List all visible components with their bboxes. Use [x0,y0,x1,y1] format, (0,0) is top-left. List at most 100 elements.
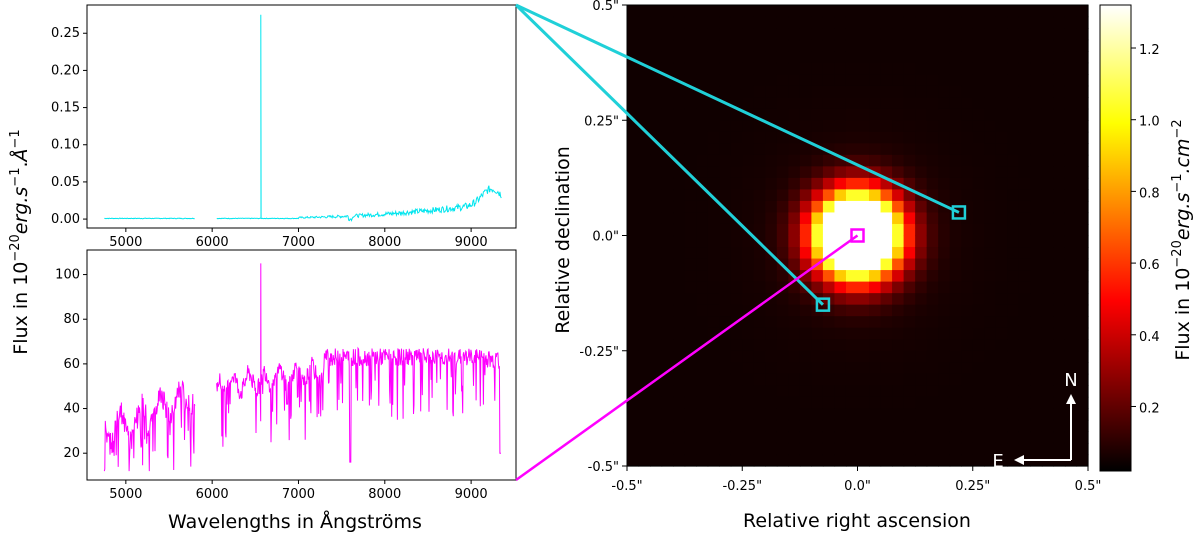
heatmap-cell [684,51,697,64]
heatmap-cell [834,85,847,98]
heatmap-cell [765,62,778,75]
heatmap-cell [845,212,859,225]
heatmap-cell [650,166,663,179]
heatmap-cell [834,62,847,75]
heatmap-cell [719,316,732,329]
heatmap-cell [938,431,951,444]
heatmap-cell [661,223,674,237]
heatmap-cell [1053,431,1066,444]
heatmap-cell [788,223,801,237]
heatmap-cell [915,373,928,386]
heatmap-cell [776,339,789,352]
heatmap-cell [799,339,813,352]
heatmap-cell [730,373,743,386]
heatmap-cell [753,51,766,64]
heatmap-cell [938,74,951,87]
heatmap-cell [834,362,847,375]
heatmap-cell [857,442,870,456]
bottom-spectrum-xtick-label: 8000 [368,487,401,502]
heatmap-cell [1041,270,1055,283]
heatmap-cell [869,97,882,110]
heatmap-cell [1007,200,1020,214]
heatmap-cell [661,166,674,179]
heatmap-cell [857,327,870,340]
heatmap-cell [799,316,813,329]
heatmap-cell [938,62,951,75]
heatmap-cell [834,143,847,156]
heatmap-cell [730,442,743,456]
heatmap-cell [811,62,824,75]
heatmap-cell [1018,304,1031,317]
heatmap-cell [811,154,824,167]
heatmap-cell [869,39,882,52]
heatmap-cell [730,327,743,340]
heatmap-cell [984,120,997,133]
heatmap-cell [972,235,985,248]
heatmap-cell [995,339,1008,352]
heatmap-cell [696,189,709,202]
heatmap-cell [995,431,1008,444]
heatmap-cell [638,189,651,202]
heatmap-cell [857,339,870,352]
heatmap-cell [753,373,766,386]
heatmap-cell [799,350,813,363]
heatmap-cell [1007,385,1020,398]
heatmap-cell [1041,108,1055,121]
heatmap-cell [822,120,836,133]
heatmap-cell [730,131,743,144]
heatmap-cell [707,247,720,260]
heatmap-cell [776,270,789,283]
heatmap-cell [892,396,905,409]
heatmap-cell [776,408,789,421]
heatmap-cell [696,385,709,398]
heatmap-cell [995,327,1008,340]
heatmap-cell [938,304,951,317]
heatmap-cell [972,362,985,375]
heatmap-cell [627,270,640,283]
heatmap-cell [822,396,836,409]
heatmap-cell [822,16,836,29]
heatmap-cell [938,362,951,375]
heatmap-cell [857,5,870,18]
heatmap-cell [765,350,778,363]
heatmap-cell [915,362,928,375]
heatmap-cell [995,408,1008,421]
heatmap-cell [776,431,789,444]
heatmap-cell [811,120,824,133]
heatmap-cell [972,281,985,294]
heatmap-cell [1041,200,1055,214]
heatmap-cell [1053,419,1066,433]
heatmap-cell [1030,131,1043,144]
heatmap-cell [742,16,755,29]
heatmap-cell [926,431,939,444]
heatmap-cell [961,85,974,98]
heatmap-cell [776,16,789,29]
heatmap-cell [1030,304,1043,317]
heatmap-cell [673,51,686,64]
heatmap-cell [961,327,974,340]
heatmap-cell [730,281,743,294]
heatmap-cell [765,97,778,110]
heatmap-cell [892,143,905,156]
heatmap-cell [926,74,939,87]
heatmap-cell [673,281,686,294]
heatmap-cell [707,442,720,456]
heatmap-cell [822,39,836,52]
heatmap-cell [799,62,813,75]
heatmap-cell [880,442,893,456]
heatmap-cell [776,154,789,167]
heatmap-cell [869,281,882,294]
top-spectrum-xtick-label: 9000 [455,235,488,250]
heatmap-cell [696,120,709,133]
heatmap-cell [984,431,997,444]
heatmap-cell [926,143,939,156]
heatmap-cell [949,385,962,398]
heatmap-cell [857,120,870,133]
heatmap-cell [1030,200,1043,214]
heatmap-cell [765,108,778,121]
heatmap-cell [788,385,801,398]
heatmap-cell [765,373,778,386]
top-spectrum-ytick-label: 0.20 [51,63,80,78]
heatmap-cell [730,74,743,87]
heatmap-cell [1007,442,1020,456]
